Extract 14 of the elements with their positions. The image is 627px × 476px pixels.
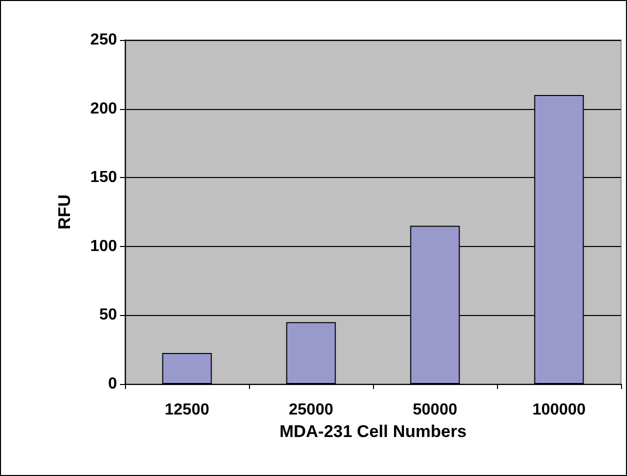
bar bbox=[162, 353, 212, 384]
y-tick-label: 100 bbox=[90, 238, 118, 255]
y-axis-title: RFU bbox=[55, 194, 74, 230]
x-tick-label: 100000 bbox=[532, 402, 586, 418]
y-tick-label: 200 bbox=[90, 100, 118, 118]
x-tick-label: 50000 bbox=[412, 402, 458, 418]
y-tick-label: 150 bbox=[90, 169, 118, 186]
bar bbox=[286, 322, 336, 384]
y-tick-label: 50 bbox=[99, 306, 118, 324]
y-tick-label: 250 bbox=[90, 32, 118, 48]
x-tick-label: 25000 bbox=[288, 402, 334, 418]
x-axis-title: MDA-231 Cell Numbers bbox=[279, 422, 467, 441]
x-tick-label: 12500 bbox=[164, 402, 210, 418]
y-tick-label: 0 bbox=[108, 376, 118, 392]
